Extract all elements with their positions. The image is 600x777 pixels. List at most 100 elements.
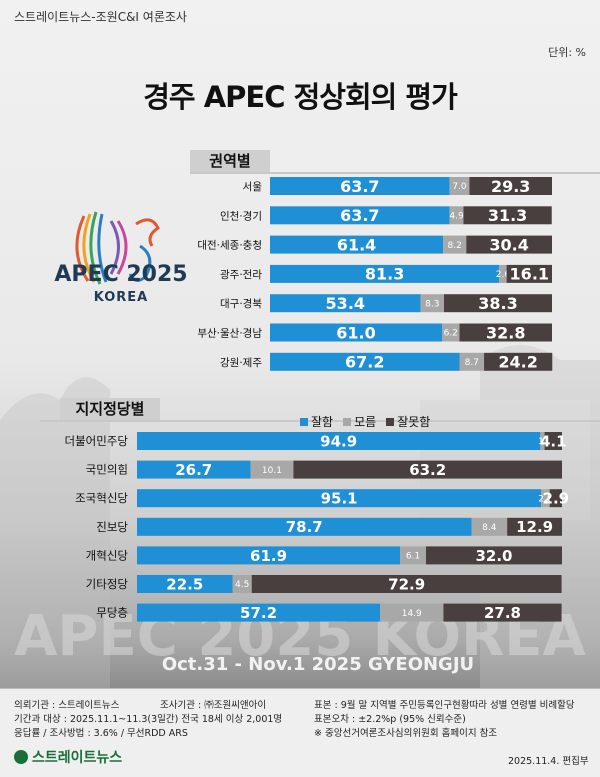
region-value-label: 67.2 <box>345 353 384 372</box>
legend-item-unknown: 모름 <box>343 413 376 430</box>
logo-subtitle: KOREA <box>93 290 149 305</box>
region-category-label: 광주·전라 <box>220 269 262 281</box>
party-value-label: 94.9 <box>320 432 357 450</box>
footer-brand: 스트레이트뉴스 <box>14 747 122 767</box>
region-value-label: 53.4 <box>326 294 365 313</box>
region-value-label: 61.0 <box>336 323 375 342</box>
region-value-label: 8.7 <box>465 358 479 368</box>
party-category-label: 기타정당 <box>86 577 129 591</box>
party-bar-segment-unknown <box>471 517 508 536</box>
region-value-label: 81.3 <box>365 265 404 284</box>
footer-period: 기간과 대상 : 2025.11.1~11.3(3일간) 전국 18세 이상 2… <box>14 714 283 725</box>
apec-logo-icon <box>75 211 160 285</box>
party-bar-segment-bad <box>293 460 562 479</box>
party-value-label: 14.9 <box>402 609 422 619</box>
party-category-label: 조국혁신당 <box>75 491 128 505</box>
region-value-label: 2.6 <box>496 270 511 280</box>
footer-note: ※ 중앙선거여론조사심의위원회 홈페이지 참조 <box>314 728 498 739</box>
party-value-label: 6.1 <box>406 552 420 562</box>
party-value-label: 63.2 <box>409 461 446 479</box>
region-bar-segment-unknown <box>443 235 467 254</box>
brand-name: 스트레이트뉴스 <box>32 750 123 766</box>
party-bar-segment-good <box>137 489 542 508</box>
region-bar-segment-good <box>270 206 450 225</box>
party-value-label: 32.0 <box>475 547 512 565</box>
region-value-label: 8.2 <box>448 241 462 251</box>
party-value-label: 1. <box>538 437 547 447</box>
background-decoration: APEC 2025 KOREA Oct.31 - Nov.1 2025 GYEO… <box>0 345 600 690</box>
party-bar-segment-bad <box>549 489 562 508</box>
page-title: 경주 APEC 정상회의 평가 <box>143 80 458 114</box>
party-section-rule <box>40 420 600 422</box>
legend-swatch-unknown <box>343 417 352 426</box>
region-bar-segment-bad <box>466 235 552 254</box>
region-bar-segment-unknown <box>499 264 507 283</box>
footer-agency: 조사기관 : ㈜조원씨앤아이 <box>160 700 267 711</box>
party-value-label: 4.5 <box>235 580 249 590</box>
party-bar-segment-good <box>137 546 401 565</box>
party-value-label: 10.1 <box>262 466 282 476</box>
region-value-label: 6.2 <box>444 329 458 339</box>
region-value-label: 24.2 <box>498 353 537 372</box>
party-bar-segment-bad <box>443 603 562 622</box>
region-bar-segment-good <box>270 294 421 313</box>
region-category-label: 강원·제주 <box>220 357 262 369</box>
region-bar-segment-bad <box>506 264 552 283</box>
region-bar-segment-good <box>270 352 460 371</box>
region-section-rule <box>190 172 600 174</box>
region-bar-segment-good <box>270 177 450 195</box>
party-value-label: 78.7 <box>286 518 323 536</box>
party-bar-segment-good <box>137 517 472 536</box>
region-bar-segment-unknown <box>449 206 464 225</box>
banner-dates: Oct.31 - Nov.1 2025 GYEONGJU <box>162 654 474 675</box>
party-bar-segment-good <box>137 460 251 479</box>
region-value-label: 38.3 <box>478 294 517 313</box>
party-value-label: 72.9 <box>388 575 425 593</box>
legend-swatch-good <box>300 417 308 426</box>
region-bar-segment-good <box>270 323 443 342</box>
region-value-label: 61.4 <box>337 235 376 254</box>
legend-swatch-bad <box>386 417 395 426</box>
region-value-label: 16.1 <box>510 265 549 284</box>
region-category-label: 서울 <box>243 181 263 193</box>
party-category-label: 더불어민주당 <box>65 434 129 448</box>
party-value-label: 4.1 <box>540 432 567 450</box>
party-bar-segment-bad <box>544 432 562 450</box>
region-bar-segment-unknown <box>420 294 444 313</box>
region-value-label: 63.7 <box>340 206 379 225</box>
region-category-label: 부산·울산·경남 <box>197 327 262 340</box>
region-bar-segment-unknown <box>442 323 460 342</box>
footer-client: 의뢰기관 : 스트레이트뉴스 <box>14 700 120 711</box>
brand-logo-icon <box>14 750 28 764</box>
chart-legend: 잘함 모름 잘못함 <box>300 413 430 430</box>
party-bar-segment-unknown <box>380 603 444 622</box>
party-bar-segment-unknown <box>540 432 545 450</box>
region-value-label: 8.3 <box>425 299 439 309</box>
party-bar-segment-unknown <box>541 489 550 508</box>
party-category-label: 국민의힘 <box>86 463 128 477</box>
party-bar-segment-good <box>137 603 381 622</box>
party-bar-segment-unknown <box>400 546 426 565</box>
region-bar-segment-bad <box>469 177 552 195</box>
region-bar-segment-bad <box>484 352 553 371</box>
party-value-label: 61.9 <box>250 547 287 565</box>
party-category-label: 무당층 <box>96 606 128 620</box>
legend-label-unknown: 모름 <box>354 415 377 429</box>
party-value-label: 2.9 <box>543 490 570 508</box>
party-value-label: 27.8 <box>484 604 521 622</box>
legend-label-bad: 잘못함 <box>397 415 431 429</box>
party-bar-segment-bad <box>251 575 562 593</box>
legend-label-good: 잘함 <box>311 415 334 429</box>
party-bar-segment-bad <box>507 517 562 536</box>
stacked-bar-charts: 서울 63.7 7.0 29.3 인천·경기 63.7 4.9 31.3 대전·세종·충청 61.… <box>65 177 570 622</box>
party-value-label: 26.7 <box>175 461 212 479</box>
footer: 의뢰기관 : 스트레이트뉴스 조사기관 : ㈜조원씨앤아이 기간과 대상 : 2… <box>0 688 600 777</box>
logo-title: APEC 2025 <box>54 262 188 287</box>
legend-item-good: 잘함 <box>300 413 333 430</box>
party-value-label: 12.9 <box>516 518 553 536</box>
party-bar-segment-unknown <box>250 460 294 479</box>
party-value-label: 22.5 <box>166 575 203 593</box>
region-bar-segment-bad <box>443 294 552 313</box>
unit-label: 단위: % <box>548 46 586 59</box>
